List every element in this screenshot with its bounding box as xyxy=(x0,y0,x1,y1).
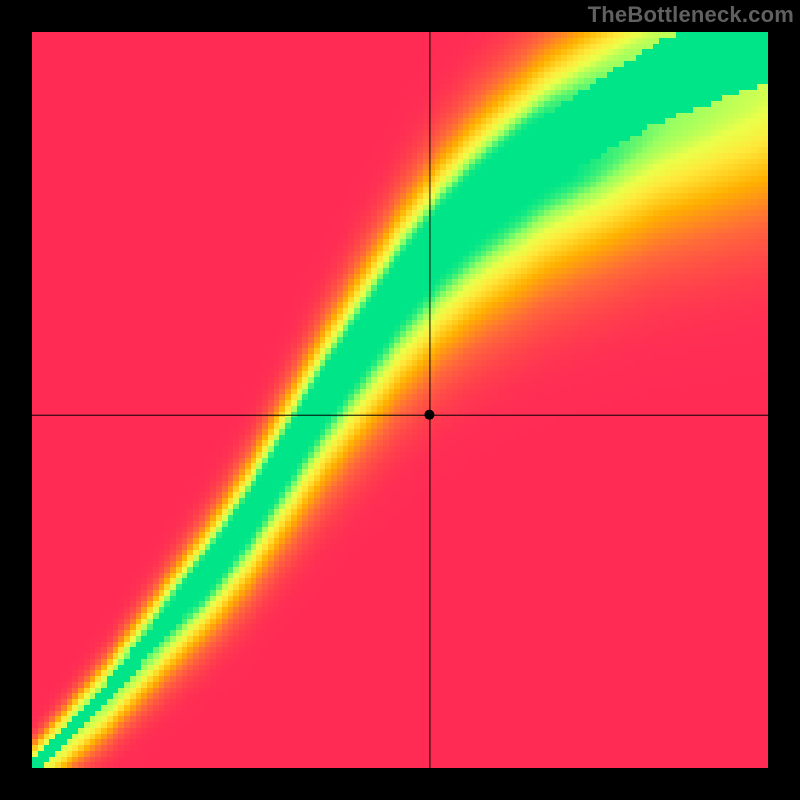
watermark-text: TheBottleneck.com xyxy=(588,2,794,28)
chart-root: { "watermark": { "text": "TheBottleneck.… xyxy=(0,0,800,800)
bottleneck-heatmap xyxy=(0,0,800,800)
